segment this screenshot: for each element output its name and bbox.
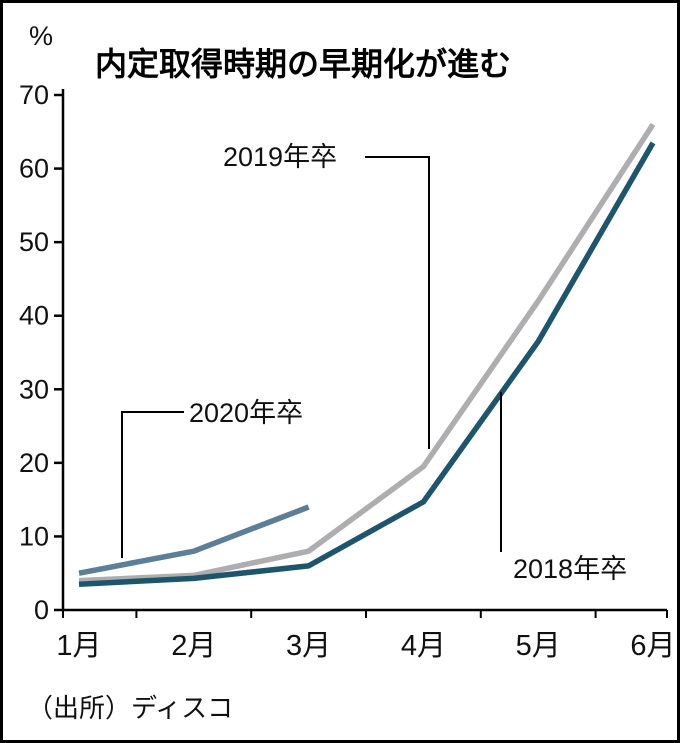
y-tick-label: 0 <box>34 595 49 625</box>
series-label-2020: 2020年卒 <box>189 398 303 428</box>
x-category-label: 5月 <box>516 630 561 662</box>
y-tick-label: 40 <box>19 301 49 331</box>
y-axis-unit-label: % <box>29 21 53 51</box>
x-category-label: 4月 <box>401 630 446 662</box>
y-tick-label: 30 <box>19 374 49 404</box>
y-tick-label: 10 <box>19 521 49 551</box>
x-category-label: 1月 <box>56 630 101 662</box>
axes: 0 10 20 30 40 50 60 70 1月 2月 3月 4月 5月 6月 <box>19 80 676 662</box>
series-lines <box>78 122 656 587</box>
y-tick-label: 20 <box>19 448 49 478</box>
series-label-2019: 2019年卒 <box>223 142 337 172</box>
y-tick-label: 70 <box>19 80 49 110</box>
data-line-2020年卒 <box>78 504 310 576</box>
x-category-label: 6月 <box>630 630 675 662</box>
source-note: （出所）ディスコ <box>27 693 233 723</box>
line-chart: 0 10 20 30 40 50 60 70 1月 2月 3月 4月 5月 6月 内定取得時期の早期化が進… <box>19 21 676 723</box>
y-tick-label: 60 <box>19 154 49 184</box>
x-category-label: 3月 <box>286 630 331 662</box>
chart-title: 内定取得時期の早期化が進む <box>95 46 511 82</box>
series-label-2018: 2018年卒 <box>513 554 627 584</box>
data-line-2018年卒 <box>78 141 656 587</box>
y-tick-label: 50 <box>19 227 49 257</box>
x-category-label: 2月 <box>171 630 216 662</box>
leader-line-2019 <box>365 156 430 449</box>
leader-line-2020 <box>121 411 184 558</box>
data-line-2019年卒 <box>78 122 656 584</box>
